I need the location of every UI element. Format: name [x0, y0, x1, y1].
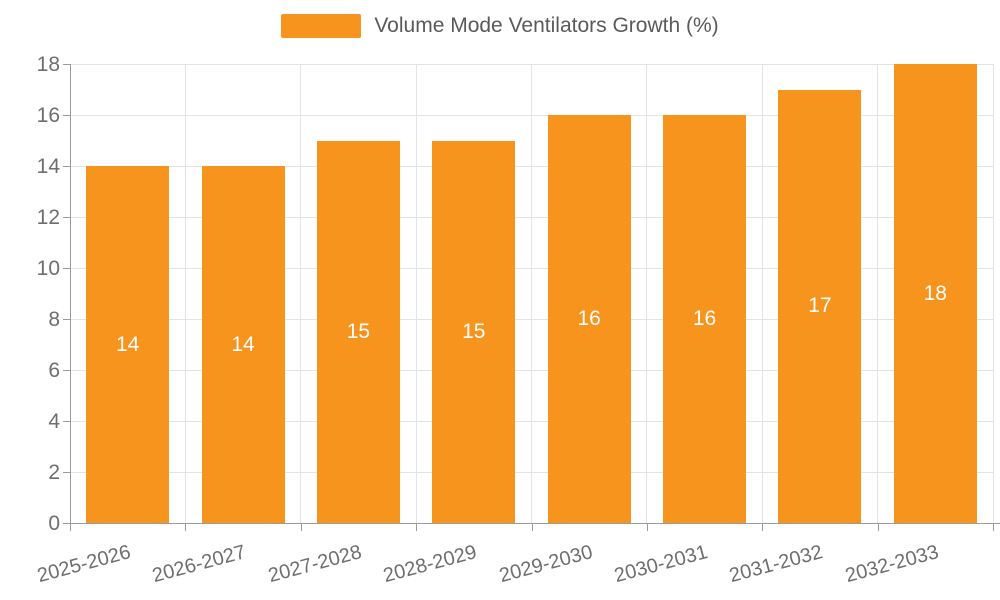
x-tick-mark — [70, 523, 71, 531]
y-tick-mark — [63, 217, 70, 218]
y-axis-line — [70, 64, 71, 524]
y-tick-mark — [63, 268, 70, 269]
x-tick-mark — [185, 523, 187, 531]
x-axis-tick-label: 2032-2033 — [842, 541, 941, 588]
y-tick-mark — [63, 523, 70, 524]
bar[interactable]: 15 — [316, 140, 400, 523]
y-tick-mark — [63, 64, 70, 65]
bar-value-label: 16 — [692, 307, 717, 330]
gridline-v — [646, 64, 648, 523]
bar[interactable]: 18 — [893, 64, 977, 523]
x-axis-tick-label: 2025-2026 — [35, 541, 134, 588]
bar[interactable]: 16 — [663, 115, 747, 523]
legend: Volume Mode Ventilators Growth (%) — [0, 14, 1000, 38]
gridline-v — [877, 64, 879, 523]
bar-value-label: 15 — [462, 319, 486, 343]
gridline-v — [992, 64, 994, 523]
bar-value-label: 15 — [346, 319, 371, 343]
bar-value-label: 16 — [577, 307, 601, 330]
x-tick-mark — [993, 523, 994, 531]
legend-swatch — [281, 14, 362, 38]
gridline-v — [184, 64, 186, 523]
gridline-v — [761, 64, 763, 523]
bar-value-label: 14 — [231, 332, 255, 356]
y-axis-tick-label: 16 — [36, 104, 60, 127]
x-tick-mark — [416, 523, 418, 531]
y-tick-mark — [63, 166, 70, 167]
y-axis-tick-label: 2 — [48, 461, 60, 484]
x-axis-tick-label: 2028-2029 — [381, 541, 480, 588]
x-axis-tick-label: 2026-2027 — [150, 541, 249, 588]
y-tick-mark — [63, 370, 70, 371]
y-axis-tick-label: 12 — [36, 206, 60, 229]
x-axis-tick-label: 2030-2031 — [611, 541, 710, 588]
bar[interactable]: 16 — [547, 115, 631, 523]
bar[interactable]: 15 — [432, 140, 516, 523]
legend-label: Volume Mode Ventilators Growth (%) — [374, 14, 719, 37]
bar[interactable]: 14 — [86, 166, 170, 523]
y-axis-tick-label: 6 — [48, 359, 60, 382]
y-tick-mark — [63, 472, 70, 473]
x-axis-tick-label: 2031-2032 — [727, 541, 826, 588]
y-axis-tick-label: 10 — [36, 257, 60, 280]
gridline-v — [415, 64, 417, 523]
y-axis-tick-label: 0 — [48, 512, 60, 535]
bar[interactable]: 17 — [778, 89, 862, 523]
legend-item-volume-mode[interactable]: Volume Mode Ventilators Growth (%) — [281, 14, 719, 38]
x-tick-mark — [531, 523, 533, 531]
x-tick-mark — [300, 523, 302, 531]
y-axis-tick-label: 18 — [36, 53, 60, 76]
plot-area: 14 14 15 15 16 16 17 18 — [70, 63, 994, 523]
x-axis-tick-label: 2027-2028 — [265, 541, 364, 588]
gridline-v — [300, 64, 302, 523]
bar[interactable]: 14 — [201, 166, 285, 523]
y-axis-tick-label: 14 — [36, 155, 60, 178]
y-tick-mark — [63, 319, 70, 320]
x-tick-mark — [646, 523, 648, 531]
bar-value-label: 18 — [923, 281, 947, 305]
y-axis-tick-label: 8 — [48, 308, 60, 331]
bar-value-label: 14 — [115, 332, 140, 356]
x-tick-mark — [877, 523, 879, 531]
x-tick-mark — [762, 523, 764, 531]
gridline-v — [531, 64, 532, 523]
y-axis-tick-label: 4 — [48, 410, 60, 433]
bar-value-label: 17 — [808, 294, 832, 318]
y-tick-mark — [63, 421, 70, 422]
x-axis-tick-label: 2029-2030 — [496, 541, 595, 588]
y-tick-mark — [63, 115, 70, 116]
